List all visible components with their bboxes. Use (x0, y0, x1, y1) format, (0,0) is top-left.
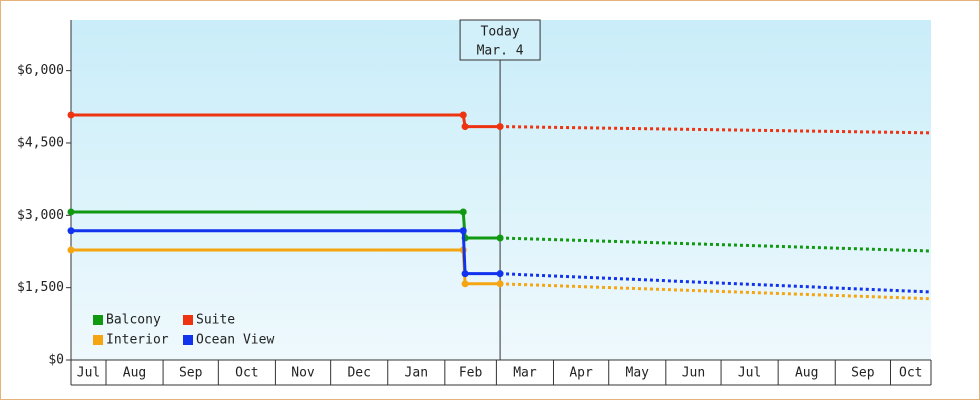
x-tick-label: Apr (569, 366, 593, 381)
legend-label: Ocean View (196, 333, 274, 348)
price-point (461, 270, 469, 278)
price-line (71, 229, 501, 276)
x-tick-label: Jul (738, 366, 761, 381)
today-label: Mar. 4 (477, 44, 524, 59)
legend-swatch (183, 315, 193, 325)
y-tick-label: $4,500 (17, 135, 64, 150)
x-tick-label: Jun (682, 366, 705, 381)
y-tick-label: $6,000 (17, 63, 64, 78)
legend-swatch (183, 335, 193, 345)
x-tick-label: Nov (291, 366, 315, 381)
y-tick-label: $0 (48, 353, 64, 368)
price-point (496, 270, 504, 278)
y-tick-label: $1,500 (17, 280, 64, 295)
legend-label: Balcony (106, 313, 161, 328)
today-box (459, 19, 541, 61)
price-point (461, 123, 469, 131)
x-tick-label: May (626, 366, 650, 381)
price-point (459, 111, 467, 119)
x-tick-label: Sep (179, 366, 203, 381)
price-point (67, 227, 75, 235)
plot-area (71, 20, 931, 360)
price-point (496, 123, 504, 131)
x-tick-label: Oct (235, 366, 258, 381)
x-tick-label: Sep (851, 366, 875, 381)
price-point (461, 280, 469, 288)
legend-swatch (93, 335, 103, 345)
price-line (71, 113, 501, 129)
x-tick-label: Oct (899, 366, 922, 381)
price-point (496, 280, 504, 288)
legend-swatch (93, 315, 103, 325)
price-point (459, 208, 467, 216)
price-point (67, 208, 75, 216)
legend-label: Interior (106, 333, 169, 348)
x-tick-label: Jul (77, 366, 100, 381)
x-tick-label: Aug (123, 366, 146, 381)
x-tick-label: Dec (347, 366, 370, 381)
x-tick-label: Mar (513, 366, 537, 381)
price-point (67, 246, 75, 254)
today-label: Today (481, 25, 520, 40)
price-point (459, 227, 467, 235)
price-line (71, 210, 501, 240)
legend-label: Suite (196, 313, 235, 328)
price-point (496, 234, 504, 242)
x-tick-label: Feb (459, 366, 483, 381)
x-tick-label: Jan (405, 366, 428, 381)
price-point (67, 111, 75, 119)
x-tick-label: Aug (795, 366, 818, 381)
y-tick-label: $3,000 (17, 208, 64, 223)
